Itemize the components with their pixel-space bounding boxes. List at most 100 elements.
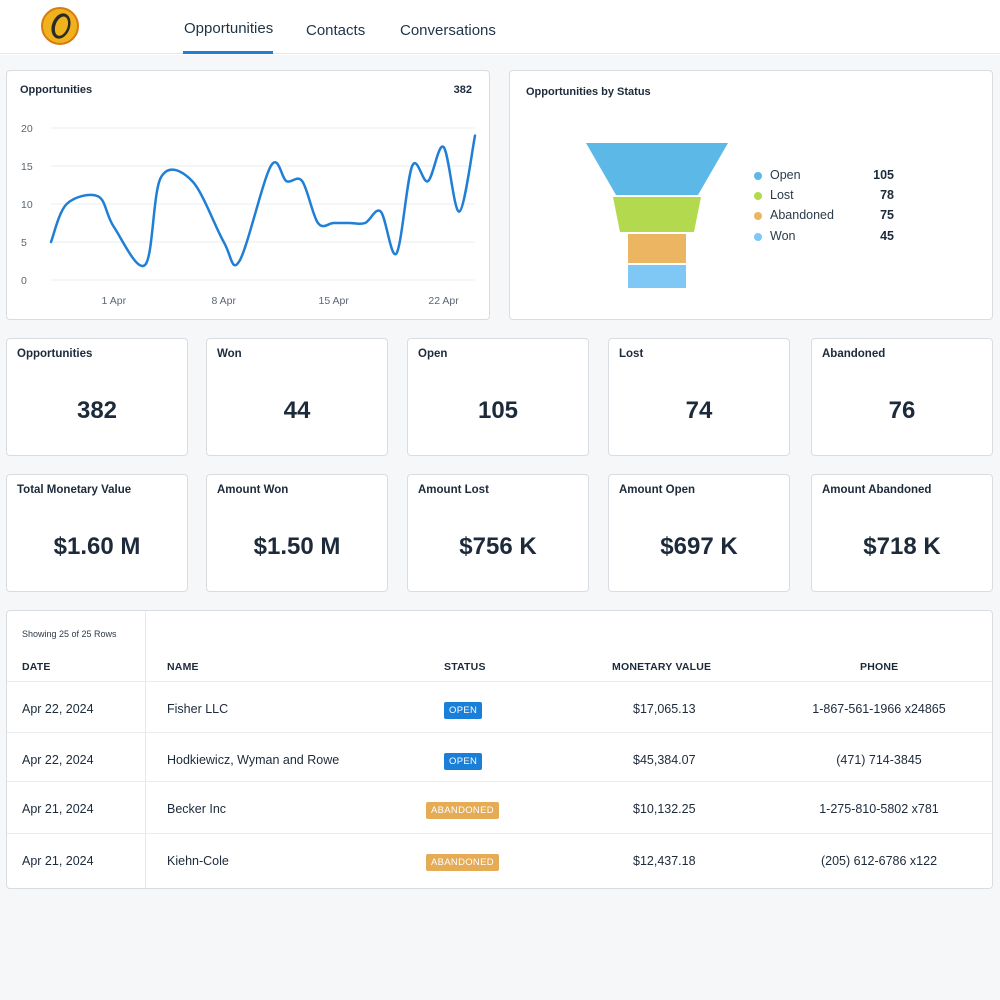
y-tick-label: 10 — [21, 199, 33, 211]
row-divider — [7, 833, 992, 834]
opportunities-table: Showing 25 of 25 Rows DATE NAME STATUS M… — [6, 610, 993, 889]
kpi-amount-title: Amount Abandoned — [822, 484, 932, 496]
data-point[interactable] — [299, 178, 305, 184]
legend-item-lost[interactable]: Lost 78 — [754, 188, 894, 204]
data-point[interactable] — [284, 178, 290, 184]
legend-label: Won — [770, 229, 796, 243]
kpi-count-card: Open 105 — [407, 338, 589, 456]
funnel-chart-title: Opportunities by Status — [526, 86, 651, 98]
table-row[interactable]: Apr 21, 2024 Kiehn-Cole $12,437.18 (205) 61… — [7, 833, 992, 883]
funnel-segment-abandoned[interactable] — [628, 234, 686, 263]
cell-monetary-value: $12,437.18 — [633, 854, 696, 868]
data-point[interactable] — [362, 220, 368, 226]
kpi-amount-value: $697 K — [660, 533, 738, 560]
table-row[interactable]: Apr 22, 2024 Hodkiewicz, Wyman and Rowe $4… — [7, 732, 992, 782]
header-monetary-value[interactable]: MONETARY VALUE — [612, 661, 712, 673]
kpi-amount-title: Amount Won — [217, 484, 289, 496]
cell-phone: (205) 612-6786 x122 — [820, 854, 938, 868]
data-point[interactable] — [221, 239, 227, 245]
kpi-amount-card: Amount Won $1.50 M — [206, 474, 388, 592]
funnel-segment-won[interactable] — [628, 265, 686, 288]
legend-item-won[interactable]: Won 45 — [754, 229, 894, 245]
data-point[interactable] — [95, 193, 101, 199]
header-name[interactable]: NAME — [167, 661, 199, 673]
kpi-amount-title: Total Monetary Value — [17, 484, 132, 496]
kpi-amount-value: $756 K — [459, 533, 537, 560]
header-phone[interactable]: PHONE — [860, 661, 899, 673]
x-tick-label: 22 Apr — [428, 295, 459, 307]
legend-value: 105 — [873, 168, 894, 182]
app-logo-icon[interactable] — [40, 6, 80, 46]
cell-phone: (471) 714-3845 — [836, 753, 922, 767]
kpi-count-value: 105 — [477, 397, 519, 424]
kpi-amount-value: $1.60 M — [53, 533, 141, 560]
kpi-amount-value: $1.50 M — [253, 533, 341, 560]
data-point[interactable] — [472, 133, 478, 139]
y-tick-label: 0 — [21, 275, 27, 287]
data-point[interactable] — [346, 220, 352, 226]
funnel-segment-open[interactable] — [586, 143, 728, 195]
cell-phone: 1-867-561-1966 x24865 — [812, 702, 946, 716]
kpi-amount-value: $718 K — [863, 533, 941, 560]
opportunities-series-line[interactable] — [49, 134, 477, 268]
cell-name: Kiehn-Cole — [167, 854, 229, 868]
data-point[interactable] — [142, 262, 148, 268]
data-point[interactable] — [64, 201, 70, 207]
kpi-amount-card: Amount Abandoned $718 K — [811, 474, 993, 592]
x-tick-label: 15 Apr — [318, 295, 349, 307]
y-tick-label: 5 — [21, 237, 27, 249]
data-point[interactable] — [456, 209, 462, 215]
data-point[interactable] — [393, 250, 399, 256]
row-divider — [7, 681, 992, 682]
legend-label: Lost — [770, 188, 794, 202]
legend-item-abandoned[interactable]: Abandoned 75 — [754, 208, 894, 224]
data-point[interactable] — [48, 239, 54, 245]
opportunities-line-chart-card: Opportunities 382 0 5 10 15 20 1 Apr 8 Apr 15 A… — [6, 70, 490, 320]
kpi-count-title: Opportunities — [17, 348, 93, 360]
status-badge: ABANDONED — [426, 854, 499, 871]
x-tick-label: 8 Apr — [211, 295, 236, 307]
data-point[interactable] — [425, 178, 431, 184]
data-point[interactable] — [158, 174, 164, 180]
data-point[interactable] — [441, 144, 447, 150]
tab-opportunities[interactable]: Opportunities — [184, 20, 274, 37]
legend-dot-icon — [754, 212, 762, 220]
data-point[interactable] — [111, 224, 117, 230]
row-divider — [7, 732, 992, 733]
cell-name: Becker Inc — [167, 802, 227, 816]
kpi-amount-title: Amount Open — [619, 484, 696, 496]
tab-conversations[interactable]: Conversations — [400, 22, 496, 39]
kpi-count-card: Lost 74 — [608, 338, 790, 456]
kpi-count-title: Abandoned — [822, 348, 886, 360]
tab-contacts[interactable]: Contacts — [306, 22, 366, 39]
kpi-count-title: Open — [418, 348, 448, 360]
top-navigation: Opportunities Contacts Conversations — [0, 0, 1000, 54]
kpi-count-value: 74 — [685, 397, 713, 424]
kpi-amount-title: Amount Lost — [418, 484, 489, 496]
data-point[interactable] — [315, 220, 321, 226]
funnel-segment-lost[interactable] — [613, 197, 701, 232]
table-row[interactable]: Apr 22, 2024 Fisher LLC $17,065.13 1-867-56… — [7, 681, 992, 731]
cell-name: Hodkiewicz, Wyman and Rowe — [167, 753, 340, 767]
kpi-count-value: 44 — [283, 397, 311, 424]
legend-dot-icon — [754, 172, 762, 180]
data-point[interactable] — [236, 258, 242, 264]
legend-dot-icon — [754, 233, 762, 241]
cell-monetary-value: $10,132.25 — [633, 802, 696, 816]
header-date[interactable]: DATE — [22, 661, 51, 673]
opportunities-funnel-chart — [586, 143, 728, 288]
legend-dot-icon — [754, 192, 762, 200]
data-point[interactable] — [268, 163, 274, 169]
data-point[interactable] — [189, 178, 195, 184]
legend-label: Open — [770, 168, 801, 182]
kpi-count-value: 76 — [888, 397, 916, 424]
data-point[interactable] — [331, 220, 337, 226]
data-point[interactable] — [378, 209, 384, 215]
header-status[interactable]: STATUS — [444, 661, 486, 673]
row-divider — [7, 781, 992, 782]
opportunities-line-chart: 0 5 10 15 20 1 Apr 8 Apr 15 Apr 22 Apr — [21, 123, 478, 307]
cell-date: Apr 22, 2024 — [22, 753, 94, 767]
legend-item-open[interactable]: Open 105 — [754, 168, 894, 184]
table-row[interactable]: Apr 21, 2024 Becker Inc $10,132.25 1-275-81… — [7, 781, 992, 831]
data-point[interactable] — [409, 163, 415, 169]
